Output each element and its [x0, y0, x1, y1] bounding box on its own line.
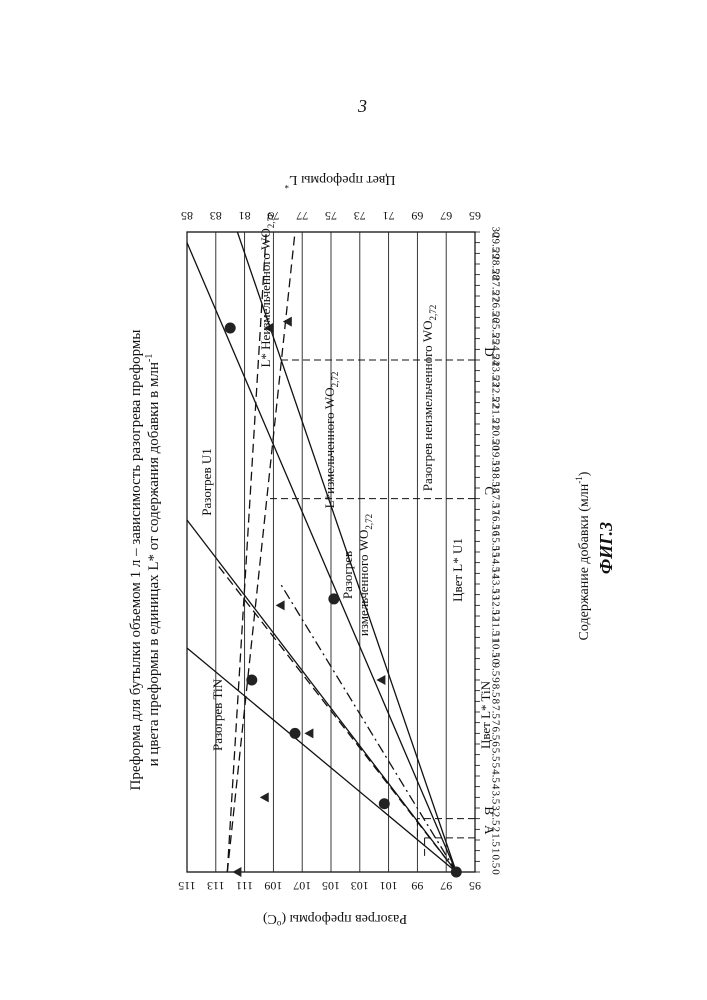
data-point-triangle [260, 792, 269, 802]
figure-title-line2: и цвета преформы в единицах L* от содерж… [144, 354, 162, 767]
reference-marker-label: C [482, 486, 497, 495]
label-heat-milled: Разогрев [340, 551, 355, 599]
y-right-tick-label: 75 [325, 209, 337, 223]
series-line [187, 520, 456, 872]
x-tick-label: 4.5 [489, 769, 501, 783]
label-color-tin: Цвет L* TiN [478, 680, 493, 749]
data-point-circle [451, 867, 462, 878]
figure-title-line1: Преформа для бутылки объемом 1 л – завис… [128, 330, 144, 791]
reference-marker-label: B [482, 806, 497, 815]
y-left-tick-label: 109 [264, 879, 282, 893]
x-tick-label: 0 [489, 869, 501, 875]
data-point-triangle [283, 317, 292, 327]
x-tick-label: 0.5 [489, 854, 501, 868]
x-tick-label: 1.5 [489, 833, 501, 847]
y-right-tick-label: 69 [411, 209, 423, 223]
y-right-axis-label: Цвет преформы L* [284, 172, 396, 190]
data-point-triangle [304, 728, 313, 738]
label-heat-tin: Разогрев TiN [210, 678, 225, 751]
x-tick-label: 5 [489, 763, 501, 769]
series-line [187, 243, 456, 872]
y-left-tick-label: 97 [440, 879, 452, 893]
x-tick-label: 9.5 [489, 662, 501, 676]
data-point-circle [328, 593, 339, 604]
y-right-tick-label: 81 [239, 209, 251, 223]
x-tick-label: 30 [489, 227, 501, 239]
label-heat-u1: Разогрев U1 [199, 448, 214, 515]
reference-marker-label: A [482, 825, 497, 835]
data-point-circle [246, 675, 257, 686]
data-point-triangle [276, 600, 285, 610]
data-point-circle [225, 323, 236, 334]
series-line [187, 648, 456, 872]
y-left-tick-label: 107 [293, 879, 311, 893]
y-right-tick-label: 71 [383, 209, 395, 223]
data-point-triangle [232, 867, 241, 877]
y-right-tick-label: 85 [181, 209, 193, 223]
y-right-tick-label: 67 [440, 209, 452, 223]
x-tick-label: 1 [489, 848, 501, 854]
y-left-tick-label: 103 [351, 879, 369, 893]
reference-marker-label: D [482, 347, 497, 356]
label-color-milled: L*измельченного WO2,72 [322, 372, 340, 509]
y-left-tick-label: 95 [469, 879, 481, 893]
y-left-tick-label: 99 [411, 879, 423, 893]
y-left-tick-label: 105 [322, 879, 340, 893]
y-right-tick-label: 73 [354, 209, 366, 223]
series-line [216, 563, 456, 872]
data-point-circle [290, 728, 301, 739]
x-tick-label: 3.5 [489, 790, 501, 804]
data-point-circle [379, 798, 390, 809]
x-axis-label: Содержание добавки (млн-1) [574, 471, 592, 640]
y-right-tick-label: 83 [210, 209, 222, 223]
label-color-u1: Цвет L* U1 [450, 538, 465, 602]
y-right-tick-label: 65 [469, 209, 481, 223]
y-left-tick-label: 115 [178, 879, 196, 893]
y-left-axis-label: Разогрев преформы (oC) [263, 911, 408, 929]
figure-caption: ФИГ.3 [596, 522, 616, 574]
y-left-tick-label: 101 [380, 879, 398, 893]
label-heat-unmilled: Разогрев неизмельченного WO2,72 [420, 305, 438, 492]
y-left-tick-label: 113 [207, 879, 225, 893]
y-left-tick-label: 111 [236, 879, 253, 893]
x-tick-label: 4 [489, 784, 501, 790]
data-point-triangle [376, 675, 385, 685]
y-right-tick-label: 77 [296, 209, 308, 223]
label-heat-milled-2: измельченного WO2,72 [356, 514, 374, 636]
